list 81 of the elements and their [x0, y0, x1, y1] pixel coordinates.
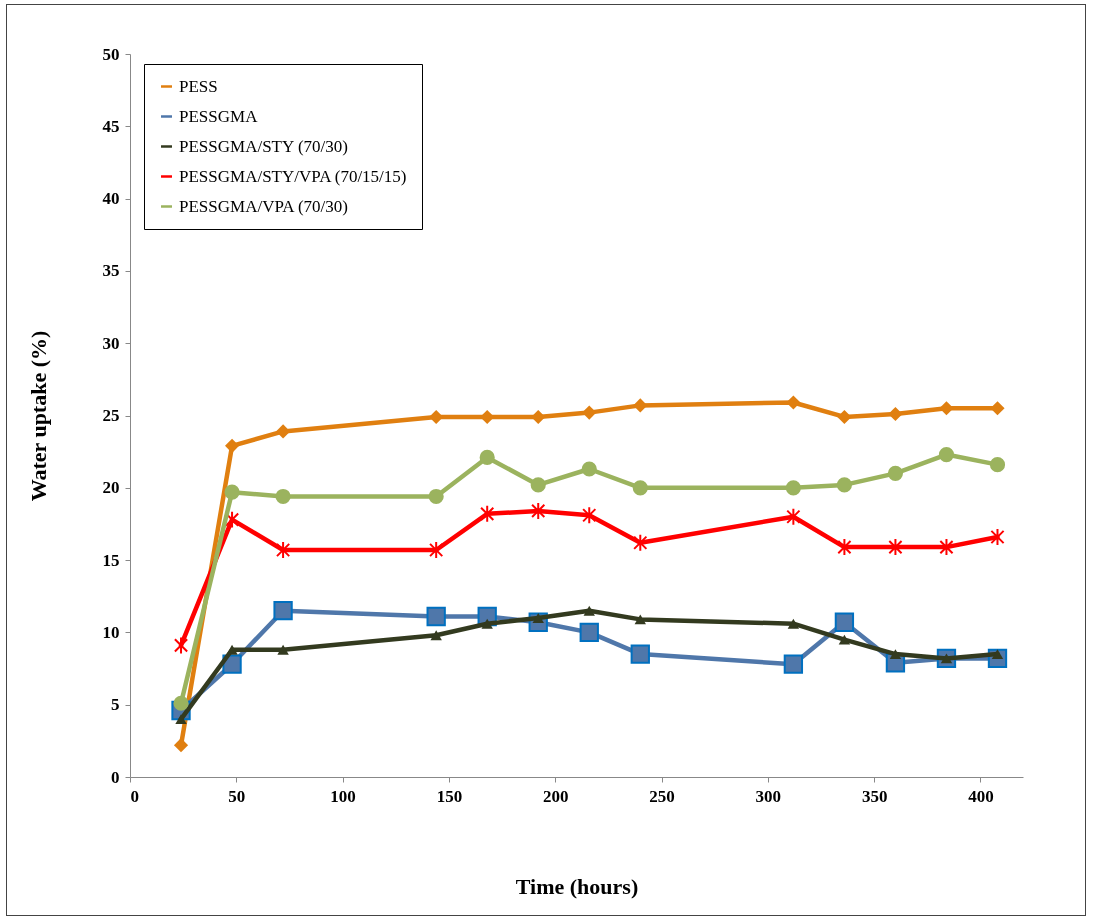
- point: [531, 501, 546, 520]
- point: [889, 649, 902, 660]
- point: [480, 409, 495, 425]
- point: [579, 622, 599, 643]
- point: [836, 477, 852, 493]
- x-tick-label: 100: [330, 786, 356, 806]
- point: [787, 618, 800, 629]
- x-tick-label: 0: [130, 786, 139, 806]
- point: [837, 409, 852, 425]
- point: [430, 630, 442, 641]
- point: [786, 395, 801, 410]
- point: [887, 465, 904, 481]
- point: [939, 401, 954, 416]
- y-tick-label: 45: [102, 116, 120, 136]
- point: [634, 614, 646, 625]
- y-tick-label: 0: [111, 767, 120, 787]
- point: [990, 401, 1005, 416]
- point: [277, 644, 289, 655]
- y-tick-label: 10: [102, 622, 120, 642]
- point: [583, 605, 595, 616]
- point: [838, 634, 851, 645]
- point: [938, 446, 955, 463]
- point: [834, 612, 855, 632]
- point: [632, 480, 648, 496]
- y-tick-label: 20: [102, 478, 120, 498]
- point: [888, 538, 903, 557]
- y-tick-label: 25: [102, 406, 120, 425]
- point: [273, 601, 293, 621]
- legend-label: PESSGMA: [179, 106, 259, 126]
- point: [480, 504, 495, 523]
- point: [530, 477, 546, 493]
- point: [426, 606, 446, 627]
- y-tick-label: 30: [102, 333, 120, 353]
- point: [224, 438, 240, 453]
- legend-label: PESSGMA/STY (70/30): [179, 136, 348, 156]
- y-tick-label: 15: [102, 550, 120, 570]
- point: [276, 424, 291, 439]
- point: [582, 405, 597, 420]
- point: [990, 528, 1005, 546]
- point: [783, 654, 804, 674]
- point: [837, 538, 852, 557]
- point: [275, 541, 291, 559]
- y-tick-label: 35: [102, 261, 120, 281]
- point: [939, 538, 954, 557]
- point: [428, 488, 444, 505]
- point: [173, 738, 189, 753]
- legend-label: PESS: [179, 76, 218, 96]
- x-tick-label: 200: [542, 786, 569, 806]
- point: [224, 510, 240, 529]
- y-axis-title: Water uptake (%): [25, 330, 51, 502]
- point: [173, 636, 189, 655]
- y-tick-label: 5: [111, 695, 120, 715]
- point: [531, 409, 546, 425]
- point: [582, 506, 597, 525]
- x-tick-label: 50: [228, 786, 246, 806]
- x-tick-label: 400: [968, 786, 994, 806]
- point: [633, 533, 648, 552]
- legend-label: PESSGMA/STY/VPA (70/15/15): [179, 166, 407, 186]
- x-tick-label: 300: [755, 786, 782, 806]
- x-tick-label: 350: [861, 786, 888, 806]
- point: [175, 714, 187, 725]
- x-axis-title: Time (hours): [515, 873, 639, 899]
- legend-label: PESSGMA/VPA (70/30): [179, 196, 348, 216]
- x-tick-label: 250: [649, 786, 675, 806]
- point: [226, 644, 238, 655]
- point: [888, 406, 903, 422]
- point: [429, 409, 444, 425]
- point: [633, 398, 648, 413]
- y-tick-label: 50: [102, 44, 120, 64]
- point: [275, 488, 291, 505]
- point: [479, 449, 495, 465]
- y-tick-label: 40: [102, 189, 120, 209]
- point: [581, 461, 597, 477]
- point: [989, 457, 1006, 473]
- point: [630, 644, 650, 664]
- point: [481, 618, 493, 629]
- x-tick-label: 150: [436, 786, 463, 806]
- point: [785, 480, 801, 496]
- point: [224, 484, 240, 500]
- point: [786, 507, 801, 526]
- point: [429, 541, 444, 559]
